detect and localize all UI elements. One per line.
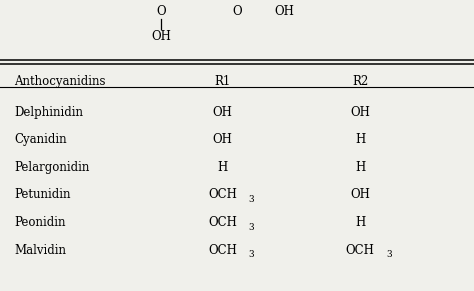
Text: OH: OH (350, 106, 370, 118)
Text: Cyanidin: Cyanidin (14, 133, 67, 146)
Text: 3: 3 (249, 195, 255, 204)
Text: R2: R2 (352, 75, 368, 88)
Text: 3: 3 (386, 251, 392, 259)
Text: H: H (355, 161, 365, 174)
Text: 3: 3 (249, 251, 255, 259)
Text: Petunidin: Petunidin (14, 189, 71, 201)
Text: OH: OH (213, 106, 233, 118)
Text: OCH: OCH (209, 189, 237, 201)
Text: H: H (355, 216, 365, 229)
Text: OCH: OCH (209, 216, 237, 229)
Text: O: O (156, 5, 166, 18)
Text: OH: OH (213, 133, 233, 146)
Text: R1: R1 (215, 75, 231, 88)
Text: Anthocyanidins: Anthocyanidins (14, 75, 106, 88)
Text: O: O (232, 5, 242, 18)
Text: OCH: OCH (346, 244, 374, 257)
Text: Malvidin: Malvidin (14, 244, 66, 257)
Text: H: H (355, 133, 365, 146)
Text: OH: OH (350, 189, 370, 201)
Text: OH: OH (151, 30, 171, 43)
Text: H: H (218, 161, 228, 174)
Text: Pelargonidin: Pelargonidin (14, 161, 90, 174)
Text: Peonidin: Peonidin (14, 216, 66, 229)
Text: OCH: OCH (209, 244, 237, 257)
Text: Delphinidin: Delphinidin (14, 106, 83, 118)
Text: 3: 3 (249, 223, 255, 232)
Text: OH: OH (274, 5, 294, 18)
